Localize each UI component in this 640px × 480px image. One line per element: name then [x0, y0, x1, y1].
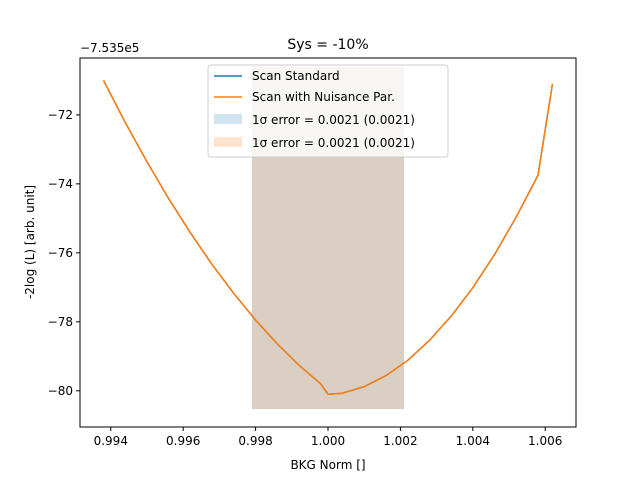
legend-label-band-standard: 1σ error = 0.0021 (0.0021): [252, 113, 415, 127]
x-tick-label: 0.994: [94, 434, 128, 448]
x-tick-label: 1.000: [311, 434, 345, 448]
x-tick-label: 0.996: [166, 434, 200, 448]
x-axis-label: BKG Norm []: [290, 458, 365, 472]
y-tick-label: −78: [48, 315, 73, 329]
y-tick-label: −72: [48, 108, 73, 122]
y-axis-label: -2log (L) [arb. unit]: [23, 185, 37, 299]
legend: Scan Standard Scan with Nuisance Par. 1σ…: [208, 65, 448, 157]
y-tick-label: −74: [48, 177, 73, 191]
y-offset-text: −7.535e5: [80, 41, 139, 55]
legend-label-band-nuisance: 1σ error = 0.0021 (0.0021): [252, 136, 415, 150]
y-tick-label: −76: [48, 246, 73, 260]
legend-label-scan-standard: Scan Standard: [252, 69, 340, 83]
legend-swatch-band-standard: [214, 114, 242, 124]
legend-label-scan-nuisance: Scan with Nuisance Par.: [252, 90, 395, 104]
x-tick-label: 1.006: [528, 434, 562, 448]
x-tick-label: 0.998: [238, 434, 272, 448]
x-tick-label: 1.002: [383, 434, 417, 448]
y-tick-label: −80: [48, 384, 73, 398]
legend-swatch-band-nuisance: [214, 137, 242, 147]
x-tick-label: 1.004: [456, 434, 490, 448]
chart-title: Sys = -10%: [287, 37, 368, 53]
